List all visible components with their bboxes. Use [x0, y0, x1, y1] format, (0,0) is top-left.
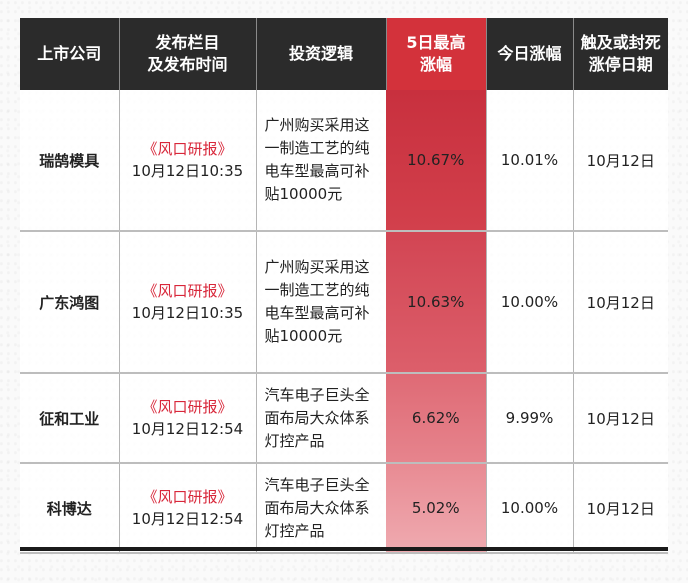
- investment-logic: 汽车电子巨头全面布局大众体系灯控产品: [255, 463, 386, 554]
- publish-cell: 《风口研报》 10月12日12:54: [118, 463, 256, 554]
- investment-logic: 广州购买采用这一制造工艺的纯电车型最高可补贴10000元: [255, 231, 386, 374]
- limit-date-value: 10月12日: [572, 231, 668, 374]
- publish-time: 10月12日12:54: [131, 510, 244, 528]
- column-link[interactable]: 《风口研报》: [142, 398, 233, 416]
- today-gain-value: 10.00%: [485, 231, 573, 374]
- investment-logic: 广州购买采用这一制造工艺的纯电车型最高可补贴10000元: [255, 90, 386, 232]
- column-link[interactable]: 《风口研报》: [142, 488, 233, 506]
- max-gain-value: 6.62%: [386, 373, 486, 464]
- investment-logic: 汽车电子巨头全面布局大众体系灯控产品: [255, 373, 386, 464]
- table-row: 广东鸿图 《风口研报》 10月12日10:35 广州购买采用这一制造工艺的纯电车…: [20, 231, 668, 374]
- publish-time: 10月12日12:54: [131, 420, 244, 438]
- max-gain-value: 10.67%: [386, 90, 486, 232]
- table-row: 科博达 《风口研报》 10月12日12:54 汽车电子巨头全面布局大众体系灯控产…: [20, 463, 668, 554]
- header-logic: 投资逻辑: [255, 18, 386, 90]
- table-row: 征和工业 《风口研报》 10月12日12:54 汽车电子巨头全面布局大众体系灯控…: [20, 373, 668, 464]
- limit-date-value: 10月12日: [572, 463, 668, 554]
- bottom-divider: [20, 547, 668, 551]
- header-max-gain: 5日最高 涨幅: [385, 18, 486, 90]
- today-gain-value: 10.00%: [485, 463, 573, 554]
- company-name: 征和工业: [20, 373, 119, 464]
- publish-time: 10月12日10:35: [131, 162, 244, 180]
- limit-date-value: 10月12日: [572, 90, 668, 232]
- header-today-gain: 今日涨幅: [485, 18, 573, 90]
- limit-date-value: 10月12日: [572, 373, 668, 464]
- stock-table: 上市公司 发布栏目 及发布时间 投资逻辑 5日最高 涨幅 今日涨幅 触及或封死 …: [20, 18, 668, 554]
- company-name: 广东鸿图: [20, 231, 119, 374]
- column-link[interactable]: 《风口研报》: [142, 282, 233, 300]
- max-gain-value: 10.63%: [386, 231, 486, 374]
- today-gain-value: 9.99%: [485, 373, 573, 464]
- publish-time: 10月12日10:35: [131, 304, 244, 322]
- table-header-row: 上市公司 发布栏目 及发布时间 投资逻辑 5日最高 涨幅 今日涨幅 触及或封死 …: [20, 18, 668, 90]
- company-name: 瑞鹄模具: [20, 90, 119, 232]
- max-gain-value: 5.02%: [386, 463, 486, 554]
- header-column-time: 发布栏目 及发布时间: [118, 18, 256, 90]
- column-link[interactable]: 《风口研报》: [142, 140, 233, 158]
- today-gain-value: 10.01%: [485, 90, 573, 232]
- table-row: 瑞鹄模具 《风口研报》 10月12日10:35 广州购买采用这一制造工艺的纯电车…: [20, 90, 668, 232]
- header-limit-date: 触及或封死 涨停日期: [572, 18, 668, 90]
- header-company: 上市公司: [20, 18, 119, 90]
- company-name: 科博达: [20, 463, 119, 554]
- publish-cell: 《风口研报》 10月12日10:35: [118, 231, 256, 374]
- publish-cell: 《风口研报》 10月12日10:35: [118, 90, 256, 232]
- publish-cell: 《风口研报》 10月12日12:54: [118, 373, 256, 464]
